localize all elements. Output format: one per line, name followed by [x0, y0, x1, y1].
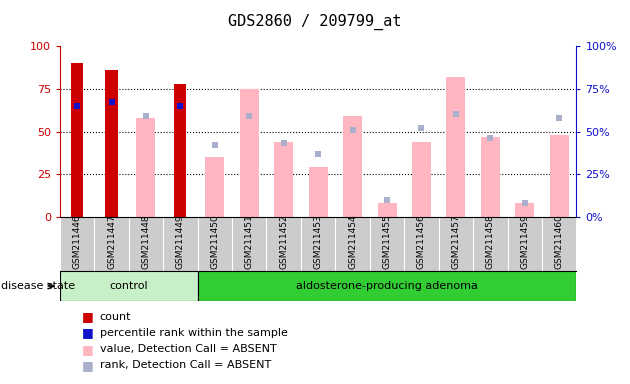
- Bar: [137, 118, 156, 217]
- Text: percentile rank within the sample: percentile rank within the sample: [100, 328, 287, 338]
- Bar: [240, 89, 259, 217]
- Text: GDS2860 / 209799_at: GDS2860 / 209799_at: [228, 13, 402, 30]
- Text: disease state: disease state: [1, 281, 76, 291]
- Text: ■: ■: [82, 359, 94, 372]
- Bar: [343, 116, 362, 217]
- Bar: [205, 157, 224, 217]
- Bar: [198, 271, 576, 301]
- Bar: [515, 203, 534, 217]
- Text: count: count: [100, 312, 131, 322]
- Text: value, Detection Call = ABSENT: value, Detection Call = ABSENT: [100, 344, 277, 354]
- Text: ■: ■: [82, 326, 94, 339]
- Text: control: control: [110, 281, 148, 291]
- Bar: [60, 271, 198, 301]
- Text: ■: ■: [82, 310, 94, 323]
- Bar: [175, 84, 186, 217]
- Text: rank, Detection Call = ABSENT: rank, Detection Call = ABSENT: [100, 360, 271, 370]
- Bar: [412, 142, 431, 217]
- Bar: [481, 137, 500, 217]
- Bar: [71, 63, 83, 217]
- Bar: [550, 135, 569, 217]
- Bar: [274, 142, 293, 217]
- Bar: [105, 70, 118, 217]
- Bar: [309, 167, 328, 217]
- Bar: [377, 203, 396, 217]
- Text: ■: ■: [82, 343, 94, 356]
- Bar: [447, 77, 466, 217]
- Text: aldosterone-producing adenoma: aldosterone-producing adenoma: [296, 281, 478, 291]
